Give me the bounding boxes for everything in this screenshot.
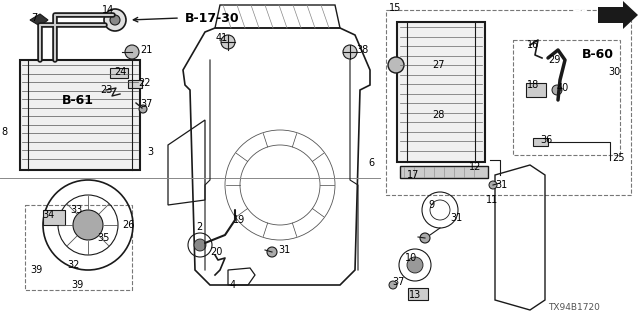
Bar: [513, 40, 620, 155]
Circle shape: [73, 210, 103, 240]
Text: 22: 22: [138, 78, 150, 88]
Text: 14: 14: [102, 5, 114, 15]
Circle shape: [221, 35, 235, 49]
Circle shape: [343, 45, 357, 59]
Text: 35: 35: [97, 233, 109, 243]
Text: 31: 31: [495, 180, 508, 190]
Text: 17: 17: [407, 170, 419, 180]
Text: 40: 40: [557, 83, 569, 93]
Bar: [526, 83, 546, 97]
Bar: [43, 210, 65, 225]
Polygon shape: [598, 1, 638, 29]
Text: 6: 6: [368, 158, 374, 168]
Text: 8: 8: [2, 127, 8, 137]
Circle shape: [110, 15, 120, 25]
Text: 9: 9: [428, 200, 434, 210]
Text: 36: 36: [540, 135, 552, 145]
Text: 20: 20: [210, 247, 222, 257]
Text: 27: 27: [432, 60, 445, 70]
Bar: [533, 138, 548, 146]
Circle shape: [420, 233, 430, 243]
Bar: [20, 60, 140, 170]
Text: 41: 41: [216, 33, 228, 43]
Circle shape: [407, 257, 423, 273]
Circle shape: [267, 247, 277, 257]
Circle shape: [388, 57, 404, 73]
Text: 4: 4: [230, 280, 236, 290]
Text: B-61: B-61: [62, 93, 94, 107]
Text: 25: 25: [612, 153, 625, 163]
Text: 39: 39: [71, 280, 83, 290]
Text: 24: 24: [114, 67, 126, 77]
Text: 21: 21: [140, 45, 152, 55]
Bar: [25, 205, 132, 290]
Text: 32: 32: [67, 260, 79, 270]
Text: B-60: B-60: [582, 49, 614, 61]
Circle shape: [125, 45, 139, 59]
Bar: [386, 10, 631, 195]
Text: 10: 10: [405, 253, 417, 263]
Text: 23: 23: [100, 85, 113, 95]
Text: 3: 3: [147, 147, 153, 157]
Text: 13: 13: [409, 290, 421, 300]
Text: 34: 34: [42, 210, 54, 220]
Circle shape: [552, 85, 562, 95]
Bar: [408, 288, 428, 300]
Text: 7: 7: [31, 13, 37, 23]
Text: 19: 19: [233, 215, 245, 225]
Text: 31: 31: [450, 213, 462, 223]
Text: 11: 11: [486, 195, 499, 205]
Text: 30: 30: [608, 67, 620, 77]
Text: B-17-30: B-17-30: [185, 12, 239, 25]
Text: 37: 37: [392, 277, 404, 287]
Text: 29: 29: [548, 55, 561, 65]
Text: 18: 18: [527, 80, 540, 90]
Text: 2: 2: [196, 222, 202, 232]
Polygon shape: [30, 14, 48, 26]
Circle shape: [389, 281, 397, 289]
Circle shape: [194, 239, 206, 251]
Text: 12: 12: [469, 162, 481, 172]
Bar: [128, 80, 142, 88]
Text: TX94B1720: TX94B1720: [548, 303, 600, 313]
Text: 28: 28: [432, 110, 444, 120]
Text: 26: 26: [122, 220, 134, 230]
Text: FR.: FR.: [573, 10, 594, 20]
Bar: [400, 166, 488, 178]
Circle shape: [489, 181, 497, 189]
Bar: [110, 68, 128, 78]
Text: 37: 37: [140, 99, 152, 109]
Text: 39: 39: [30, 265, 42, 275]
Text: 38: 38: [356, 45, 368, 55]
Circle shape: [104, 9, 126, 31]
Text: 16: 16: [527, 40, 540, 50]
Circle shape: [139, 105, 147, 113]
Text: 33: 33: [70, 205, 83, 215]
Text: 15: 15: [389, 3, 401, 13]
Text: 31: 31: [278, 245, 291, 255]
Bar: [397, 22, 485, 162]
